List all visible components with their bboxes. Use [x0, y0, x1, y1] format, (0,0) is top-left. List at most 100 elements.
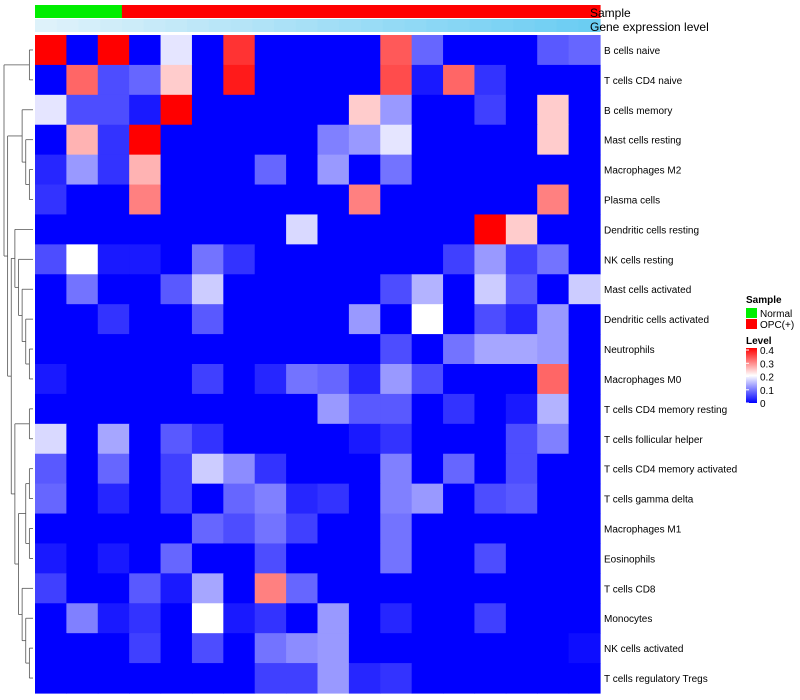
heatmap-cell — [474, 453, 507, 485]
heatmap-cell — [568, 483, 601, 515]
expression-annotation-cell — [469, 19, 492, 32]
heatmap-cell — [254, 184, 287, 216]
sample-annotation-cell — [360, 5, 384, 18]
heatmap-cell — [97, 453, 130, 485]
row-dendrogram — [3, 49, 33, 679]
heatmap-cell — [160, 423, 193, 455]
heatmap-cell — [537, 304, 570, 335]
heatmap-cell — [568, 274, 601, 305]
heatmap-cell — [537, 364, 570, 395]
heatmap-cell — [317, 214, 350, 245]
heatmap-cell — [474, 573, 507, 604]
heatmap-cell — [348, 603, 381, 634]
heatmap-cell — [348, 184, 381, 216]
heatmap-cell — [380, 603, 413, 634]
heatmap-cell — [380, 184, 413, 216]
sample-annotation-cell — [404, 5, 427, 18]
heatmap-cell — [66, 483, 99, 515]
heatmap-cell — [223, 393, 256, 425]
heatmap-cell — [505, 663, 538, 694]
heatmap-cell — [129, 543, 162, 574]
heatmap-cell — [568, 154, 601, 186]
heatmap-cell — [317, 513, 350, 545]
heatmap-cell — [380, 64, 413, 96]
heatmap-cell — [348, 304, 381, 335]
heatmap-cell — [160, 64, 193, 96]
heatmap-cell — [380, 304, 413, 335]
heatmap-cell — [97, 603, 130, 634]
heatmap-cell — [254, 244, 287, 275]
sample-annotation-cell — [469, 5, 492, 18]
heatmap-cell — [254, 423, 287, 455]
annotation-labels: Sample Gene expression level — [590, 6, 709, 34]
heatmap-cell — [97, 304, 130, 335]
sample-annotation-cell — [100, 5, 123, 18]
heatmap-cell — [35, 244, 67, 275]
heatmap-cell — [443, 364, 476, 395]
heatmap-cell — [474, 214, 507, 245]
heatmap-cell — [505, 393, 538, 425]
column-annotation-bars — [35, 5, 601, 32]
heatmap-cell — [66, 334, 99, 365]
heatmap-cell — [254, 64, 287, 96]
heatmap-cell — [97, 35, 130, 66]
heatmap-cell — [568, 573, 601, 604]
expression-annotation-cell — [230, 19, 253, 32]
row-label: Plasma cells — [604, 196, 660, 207]
heatmap-cell — [537, 64, 570, 96]
heatmap-cell — [254, 573, 287, 604]
annotation-label-sample: Sample — [590, 6, 631, 20]
heatmap-cell — [505, 154, 538, 186]
sample-annotation-cell — [447, 5, 471, 18]
heatmap-cell — [35, 543, 67, 574]
sample-annotation-cell — [252, 5, 275, 18]
heatmap-cell — [537, 124, 570, 156]
heatmap-cell — [568, 124, 601, 156]
expression-annotation-cell — [100, 19, 123, 32]
row-label: T cells CD4 memory resting — [604, 405, 727, 416]
legend: Sample Normal OPC(+) Level 0.4 0.3 0.2 0.1 0 — [746, 295, 794, 410]
heatmap-cell — [505, 244, 538, 275]
heatmap-cell — [191, 483, 224, 515]
expression-annotation-cell — [360, 19, 384, 32]
heatmap-cell — [66, 513, 99, 545]
sample-annotation-cell — [426, 5, 449, 18]
sample-annotation-cell — [35, 5, 58, 18]
heatmap-cell — [568, 35, 601, 66]
heatmap-cell — [411, 184, 444, 216]
heatmap-cell — [223, 184, 256, 216]
heatmap-cell — [317, 633, 350, 664]
heatmap-cell — [286, 244, 319, 275]
heatmap-cell — [348, 483, 381, 515]
heatmap-cell — [474, 124, 507, 156]
expression-annotation-cell — [187, 19, 210, 32]
heatmap-cell — [66, 35, 99, 66]
heatmap-cell — [223, 453, 256, 485]
heatmap-cell — [160, 35, 193, 66]
heatmap-cell — [254, 393, 287, 425]
heatmap-cell — [317, 453, 350, 485]
heatmap-cell — [537, 184, 570, 216]
heatmap-cell — [254, 513, 287, 545]
expression-annotation-cell — [534, 19, 558, 32]
heatmap-cell — [474, 633, 507, 664]
heatmap-cell — [191, 274, 224, 305]
heatmap-cell — [317, 94, 350, 126]
heatmap-cell — [380, 513, 413, 545]
row-labels: B cells naive T cells CD4 naive B cells me… — [604, 46, 737, 685]
heatmap-cell — [160, 364, 193, 395]
heatmap-cell — [474, 274, 507, 305]
heatmap-cell — [568, 513, 601, 545]
heatmap-cell — [537, 154, 570, 186]
heatmap-cell — [160, 513, 193, 545]
heatmap-cell — [537, 453, 570, 485]
row-label: T cells CD8 — [604, 584, 656, 595]
heatmap-cell — [129, 64, 162, 96]
heatmap-cell — [474, 94, 507, 126]
heatmap-cell — [160, 663, 193, 694]
expression-annotation-cell — [491, 19, 514, 32]
heatmap-cell — [286, 393, 319, 425]
row-label: B cells memory — [604, 106, 672, 117]
heatmap-cell — [411, 304, 444, 335]
row-label: Neutrophils — [604, 345, 655, 356]
